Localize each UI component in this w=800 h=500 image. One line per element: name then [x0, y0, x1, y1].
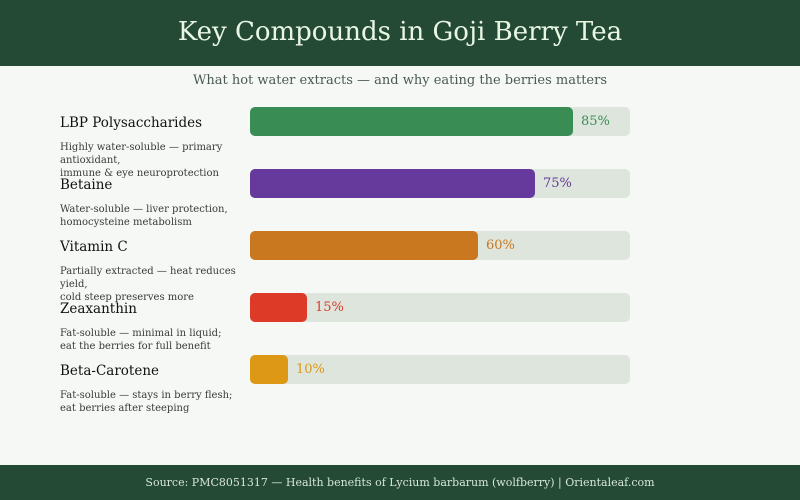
header-banner: Key Compounds in Goji Berry Tea	[0, 0, 800, 66]
bar-row: Zeaxanthin Fat-soluble — minimal in liqui…	[0, 293, 800, 355]
chart-subtitle: What hot water extracts — and why eating…	[192, 73, 608, 88]
footer-banner: Source: PMC8051317 — Health benefits of …	[0, 465, 800, 500]
bar	[250, 293, 307, 322]
bar-row: Vitamin C Partially extracted — heat redu…	[0, 231, 800, 303]
bar-track: 15%	[250, 293, 630, 322]
value-label: 75%	[543, 176, 572, 191]
description-line: immune & eye neuroprotection	[60, 168, 219, 179]
description-line: Partially extracted — heat reduces yield…	[60, 266, 236, 290]
value-label: 85%	[581, 114, 610, 129]
category-label: Vitamin C	[60, 239, 128, 255]
description-line: eat the berries for full benefit	[60, 341, 211, 352]
value-label: 15%	[315, 300, 344, 315]
bar-track: 75%	[250, 169, 630, 198]
category-description: Water-soluble — liver protection, homocys…	[60, 203, 250, 229]
bar-row: LBP Polysaccharides Highly water-soluble …	[0, 107, 800, 179]
description-line: Highly water-soluble — primary antioxida…	[60, 142, 223, 166]
chart-title: Key Compounds in Goji Berry Tea	[177, 17, 623, 47]
category-description: Partially extracted — heat reduces yield…	[60, 265, 250, 304]
source-note: Source: PMC8051317 — Health benefits of …	[145, 476, 655, 489]
category-label: Zeaxanthin	[60, 301, 137, 317]
description-line: Fat-soluble — stays in berry flesh;	[60, 390, 233, 401]
value-label: 60%	[486, 238, 515, 253]
bar	[250, 169, 535, 198]
bar	[250, 231, 478, 260]
bar	[250, 355, 288, 384]
bar-track: 60%	[250, 231, 630, 260]
category-label: Beta-Carotene	[60, 363, 160, 379]
description-line: homocysteine metabolism	[60, 217, 192, 228]
category-description: Fat-soluble — minimal in liquid; eat the …	[60, 327, 250, 353]
description-line: eat berries after steeping	[60, 403, 190, 414]
bar	[250, 107, 573, 136]
category-label: Betaine	[60, 177, 113, 193]
bar-row: Betaine Water-soluble — liver protection,…	[0, 169, 800, 231]
category-label: LBP Polysaccharides	[60, 115, 203, 131]
bar-track: 10%	[250, 355, 630, 384]
category-description: Highly water-soluble — primary antioxida…	[60, 141, 250, 180]
description-line: cold steep preserves more	[60, 292, 194, 303]
description-line: Water-soluble — liver protection,	[60, 204, 228, 215]
bar-track: 85%	[250, 107, 630, 136]
bar-row: Beta-Carotene Fat-soluble — stays in berr…	[0, 355, 800, 417]
description-line: Fat-soluble — minimal in liquid;	[60, 328, 222, 339]
value-label: 10%	[296, 362, 325, 377]
category-description: Fat-soluble — stays in berry flesh; eat b…	[60, 389, 250, 415]
